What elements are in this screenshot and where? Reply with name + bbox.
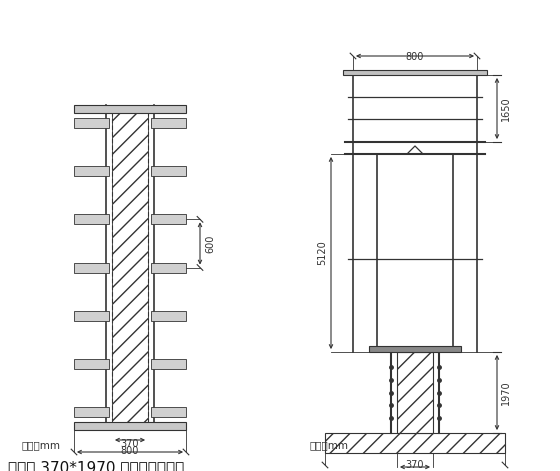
Text: 370: 370 — [121, 439, 139, 449]
Bar — [74, 166, 109, 176]
Text: 框架梁 370*1970 模板支架计算书: 框架梁 370*1970 模板支架计算书 — [8, 460, 184, 471]
Bar — [112, 105, 148, 430]
Bar — [112, 105, 148, 430]
Text: 800: 800 — [121, 446, 139, 456]
Text: 370: 370 — [406, 460, 424, 470]
Bar — [343, 70, 487, 75]
Text: 800: 800 — [406, 52, 424, 62]
Bar — [151, 118, 186, 128]
Bar — [151, 359, 186, 369]
Bar — [74, 359, 109, 369]
Bar — [369, 346, 461, 352]
Bar — [74, 422, 186, 430]
Bar — [151, 311, 186, 321]
Bar — [74, 105, 186, 113]
Text: 单位：mm: 单位：mm — [22, 440, 61, 450]
Bar — [74, 311, 109, 321]
Text: 1650: 1650 — [501, 96, 511, 121]
Bar — [74, 407, 109, 417]
Bar — [151, 407, 186, 417]
Text: 5120: 5120 — [317, 241, 327, 265]
Bar — [325, 433, 505, 453]
Bar — [74, 262, 109, 273]
Bar — [151, 166, 186, 176]
Bar — [151, 262, 186, 273]
Text: 1970: 1970 — [501, 380, 511, 405]
Bar — [397, 352, 433, 433]
Bar — [74, 118, 109, 128]
Text: 单位：mm: 单位：mm — [310, 440, 349, 450]
Bar — [151, 214, 186, 224]
Bar — [74, 214, 109, 224]
Text: 600: 600 — [205, 234, 215, 252]
